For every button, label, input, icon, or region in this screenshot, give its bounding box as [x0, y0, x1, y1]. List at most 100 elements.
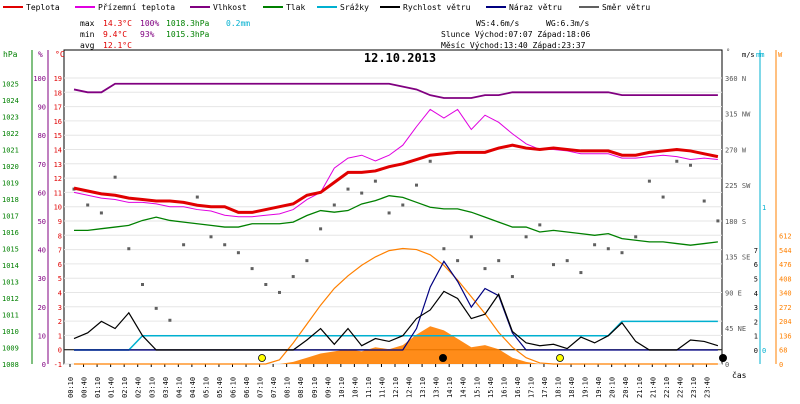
stats-min-hum: 93%	[140, 30, 155, 39]
temp-tick-label: 2	[58, 318, 62, 326]
pct-tick-label: 10	[38, 332, 46, 340]
temp-tick-label: -1	[54, 361, 62, 369]
temp-tick-label: 4	[58, 290, 62, 298]
mm-tick-label: 0	[762, 347, 766, 355]
temp-tick-label: 14	[54, 147, 62, 155]
x-tick-label: 16:10	[500, 377, 508, 398]
plot-area	[72, 82, 727, 365]
temp-tick-label: 8	[58, 232, 62, 240]
dir-tick-label: 360 N	[725, 75, 746, 83]
x-tick-label: 18:40	[568, 377, 576, 398]
wind-direction-point	[524, 235, 528, 239]
stats-avg-temp: 12.1°C	[103, 41, 132, 50]
hpa-tick-label: 1019	[2, 180, 19, 188]
wind-direction-point	[593, 243, 597, 247]
wind-direction-point	[606, 247, 610, 251]
pct-axis-label: %	[38, 50, 43, 59]
temp-tick-label: 12	[54, 175, 62, 183]
moonrise-marker	[439, 354, 447, 362]
temp-tick-label: 7	[58, 247, 62, 255]
x-tick-label: 16:40	[514, 377, 522, 398]
x-tick-label: 22:10	[663, 377, 671, 398]
wind-direction-point	[236, 251, 240, 255]
stats-max-hum: 100%	[140, 19, 159, 28]
temp-tick-label: 9	[58, 218, 62, 226]
legend-label: Přízemní teplota	[98, 3, 175, 12]
ms-tick-label: 3	[754, 304, 758, 312]
stats-min-press: 1015.3hPa	[166, 30, 210, 39]
stats-wind-gust: WG:6.3m/s	[546, 19, 590, 28]
x-tick-label: 09:10	[311, 377, 319, 398]
temperature-line	[73, 143, 719, 214]
hpa-tick-label: 1011	[2, 312, 19, 320]
w-tick-label: 272	[779, 304, 792, 312]
sunset-marker	[556, 354, 564, 362]
w-tick-label: 340	[779, 290, 792, 298]
wind-direction-point	[716, 219, 720, 223]
chart-title: 12.10.2013	[364, 51, 436, 65]
wind-direction-point	[620, 251, 624, 255]
ms-axis-label: m/s	[742, 51, 755, 59]
legend: Teplota Přízemní teplota Vlhkost Tlak Srážky…	[3, 3, 650, 12]
pct-tick-label: 70	[38, 161, 46, 169]
dir-tick-label: 225 SW	[725, 182, 751, 190]
w-axis-label: W	[778, 51, 783, 59]
x-tick-label: 11:40	[378, 377, 386, 398]
wind-direction-point	[346, 187, 350, 191]
x-tick-label: 01:40	[108, 377, 116, 398]
wind-direction-point	[675, 159, 679, 163]
dir-tick-label: 315 NW	[725, 111, 751, 119]
x-tick-label: 02:10	[121, 377, 129, 398]
temp-tick-label: 1	[58, 332, 62, 340]
wind-direction-point	[428, 159, 432, 163]
wind-direction-point	[195, 195, 199, 199]
axes: hPa% °C1008100910101011101210131014101510…	[2, 48, 792, 398]
wind-direction-point	[209, 235, 213, 239]
x-tick-label: 02:40	[135, 377, 143, 398]
x-tick-label: 13:10	[419, 377, 427, 398]
wind-direction-point	[127, 247, 131, 251]
hpa-tick-label: 1016	[2, 229, 19, 237]
mm-tick-label: 1	[762, 204, 766, 212]
x-tick-label: 18:10	[555, 377, 563, 398]
wind-direction-point	[223, 243, 227, 247]
w-tick-label: 204	[779, 318, 792, 326]
wind-direction-point	[291, 275, 295, 279]
ms-tick-label: 5	[754, 276, 758, 284]
legend-label: Vlhkost	[213, 3, 247, 12]
hpa-tick-label: 1010	[2, 328, 19, 336]
legend-label: Rychlost větru	[403, 3, 471, 12]
x-tick-label: 12:10	[392, 377, 400, 398]
wind-direction-point	[565, 259, 569, 263]
x-tick-label: 06:40	[243, 377, 251, 398]
w-tick-label: 136	[779, 332, 792, 340]
hpa-tick-label: 1008	[2, 361, 19, 369]
wind-direction-point	[415, 183, 418, 187]
wind-direction-point	[579, 271, 583, 275]
temp-tick-label: 19	[54, 75, 62, 83]
dir-axis-label: °	[726, 48, 730, 56]
wind-direction-point	[373, 179, 377, 183]
hpa-tick-label: 1025	[2, 81, 19, 89]
temp-tick-label: 16	[54, 118, 62, 126]
pressure-line	[74, 195, 718, 246]
stats-block: max 14.3°C 100% 1018.3hPa 0.2mm min 9.4°…	[80, 19, 590, 50]
legend-label: Tlak	[286, 3, 305, 12]
hpa-tick-label: 1015	[2, 246, 19, 254]
x-tick-label: 00:40	[81, 377, 89, 398]
x-tick-label: 15:40	[487, 377, 495, 398]
x-tick-label: 04:40	[189, 377, 197, 398]
x-tick-label: 17:10	[527, 377, 535, 398]
x-tick-label: 01:10	[94, 377, 102, 398]
wind-direction-point	[305, 259, 309, 263]
x-tick-label: 22:40	[676, 377, 684, 398]
solar-radiation-line	[74, 247, 718, 365]
pct-tick-label: 40	[38, 247, 46, 255]
x-tick-label: 23:40	[703, 377, 711, 398]
x-tick-label: 20:40	[622, 377, 630, 398]
pct-tick-label: 30	[38, 275, 46, 283]
temp-axis-label: °C	[55, 50, 65, 59]
wind-direction-point	[278, 290, 281, 294]
w-tick-label: 476	[779, 261, 792, 269]
